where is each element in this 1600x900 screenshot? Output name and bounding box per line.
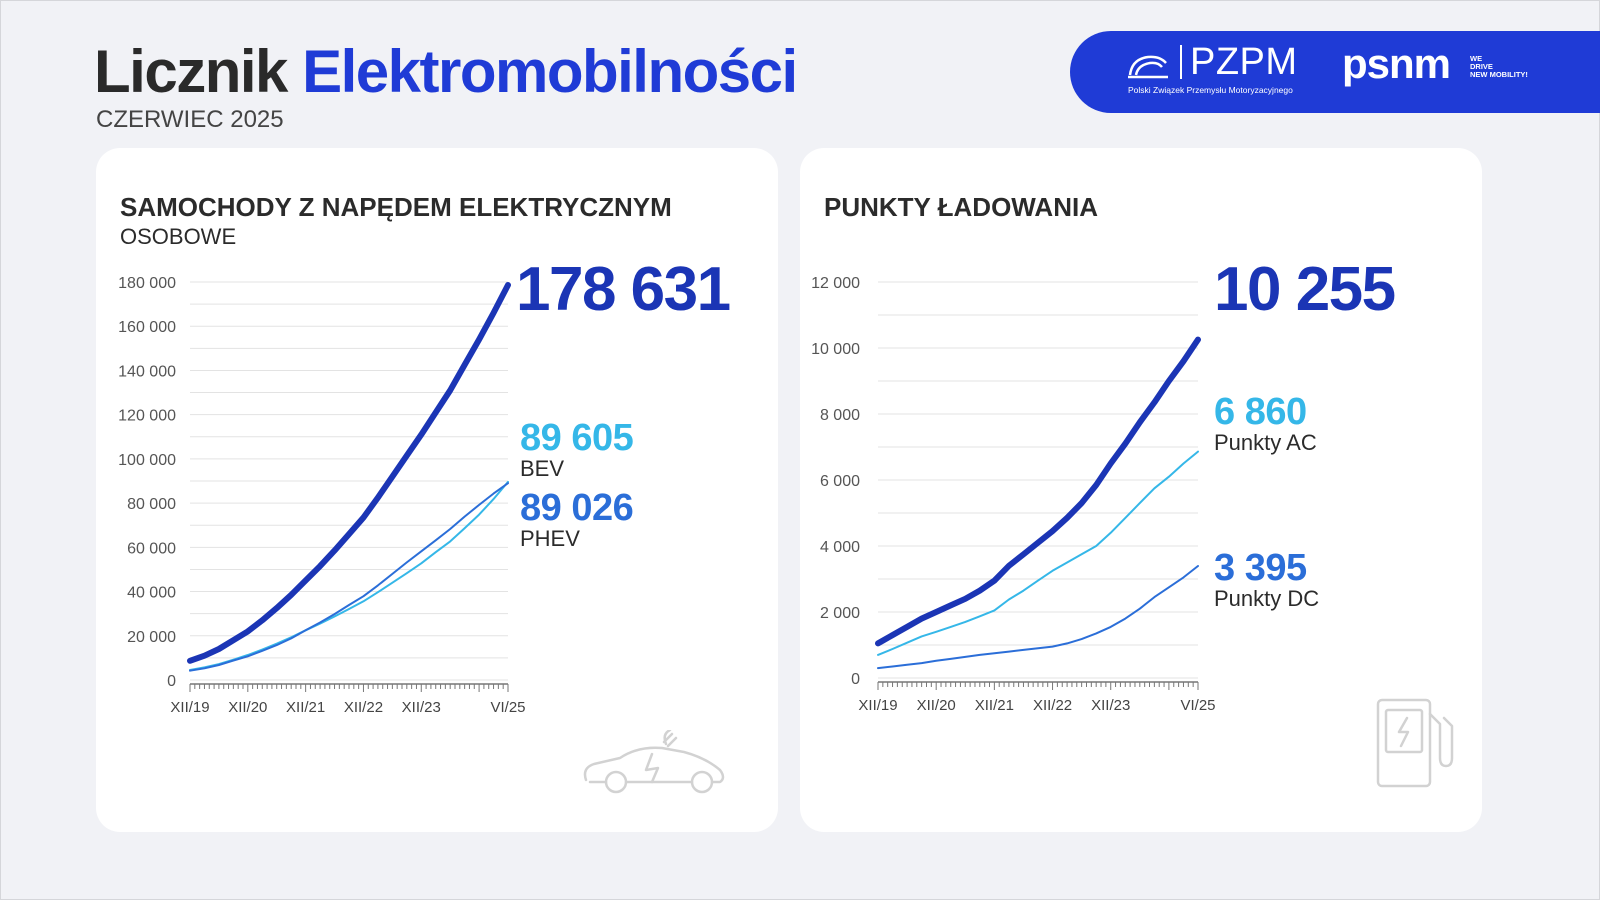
series-line-bev [189, 480, 509, 671]
y-tick-label: 80 000 [127, 496, 176, 513]
series-caption-dc: Punkty DC [1214, 586, 1319, 611]
title-part-2: Elektromobilności [302, 38, 798, 105]
ev-cars-chart-title: SAMOCHODY Z NAPĘDEM ELEKTRYCZNYM [120, 192, 672, 222]
x-tick-label: VI/25 [490, 699, 525, 716]
page-subtitle: CZERWIEC 2025 [96, 106, 284, 133]
y-tick-label: 2 000 [820, 605, 860, 622]
y-tick-label: 180 000 [118, 275, 176, 292]
y-tick-label: 6 000 [820, 473, 860, 490]
series-line-dc [877, 565, 1199, 670]
x-tick-label: XII/19 [858, 697, 897, 714]
x-tick-label: XII/21 [975, 697, 1014, 714]
y-tick-label: 60 000 [127, 540, 176, 557]
x-tick-label: XII/21 [286, 699, 325, 716]
value-label-bev: 89 605 [520, 417, 634, 459]
psnm-tagline-line-2: DRIVE [1470, 62, 1493, 71]
charging-points-chart: 0 2 000 4 000 6 000 8 000 10 000 12 000 XII/19 X… [811, 255, 1396, 714]
series-caption-bev: BEV [520, 456, 564, 481]
x-tick-label: XII/23 [1091, 697, 1130, 714]
charging-chart-title: PUNKTY ŁADOWANIA [824, 192, 1098, 222]
psnm-logo: psnm [1342, 40, 1451, 87]
value-label-phev: 89 026 [520, 487, 633, 529]
psnm-tagline: WE DRIVE NEW MOBILITY! [1470, 55, 1560, 79]
x-tick-label: XII/20 [228, 699, 267, 716]
x-tick-label: XII/22 [344, 699, 383, 716]
value-label-ac: 6 860 [1214, 391, 1307, 433]
series-line-phev [189, 482, 509, 672]
y-tick-label: 120 000 [118, 408, 176, 425]
title-part-1: Licznik [94, 38, 288, 105]
pzpm-logo: PZPM [1190, 41, 1298, 83]
series-caption-ac: Punkty AC [1214, 430, 1317, 455]
value-label-dc: 3 395 [1214, 547, 1307, 589]
logo-separator [1180, 45, 1182, 79]
pzpm-logo-subtitle: Polski Związek Przemysłu Motoryzacyjnego [1128, 85, 1293, 95]
y-tick-label: 0 [167, 673, 176, 690]
series-line-total [875, 336, 1201, 647]
series-line-ac [877, 450, 1199, 656]
y-tick-label: 40 000 [127, 585, 176, 602]
pzpm-logo-icon [1128, 55, 1168, 79]
ev-cars-chart-subtitle: OSOBOWE [120, 224, 237, 249]
x-tick-label: XII/19 [170, 699, 209, 716]
x-tick-label: XII/23 [402, 699, 441, 716]
y-tick-label: 4 000 [820, 539, 860, 556]
ev-cars-chart: 0 20 000 40 000 60 000 80 000 100 000 120 000 1… [118, 255, 731, 716]
charging-station-icon [1376, 698, 1454, 788]
x-tick-label: XII/20 [917, 697, 956, 714]
y-tick-label: 0 [851, 671, 860, 688]
ev-cars-card: SAMOCHODY Z NAPĘDEM ELEKTRYCZNYM OSOBOWE… [96, 148, 778, 832]
y-tick-label: 20 000 [127, 629, 176, 646]
y-tick-label: 10 000 [811, 341, 860, 358]
psnm-tagline-line-1: WE [1470, 54, 1483, 63]
series-caption-phev: PHEV [520, 526, 580, 551]
page-title: Licznik Elektromobilności [94, 38, 798, 105]
y-tick-label: 8 000 [820, 407, 860, 424]
x-tick-label: VI/25 [1180, 697, 1215, 714]
electric-car-icon [583, 730, 725, 794]
y-tick-label: 160 000 [118, 319, 176, 336]
value-label-total: 10 255 [1214, 255, 1395, 324]
x-tick-label: XII/22 [1033, 697, 1072, 714]
partner-logo-bar: PZPM Polski Związek Przemysłu Motoryzacy… [1070, 31, 1600, 113]
y-tick-label: 100 000 [118, 452, 176, 469]
series-line-total [187, 282, 511, 664]
charging-points-card: PUNKTY ŁADOWANIA 0 2 000 4 000 6 000 8 000 10… [800, 148, 1482, 832]
y-tick-label: 12 000 [811, 275, 860, 292]
psnm-tagline-line-3: NEW MOBILITY! [1470, 70, 1528, 79]
y-tick-label: 140 000 [118, 363, 176, 380]
value-label-total: 178 631 [516, 255, 730, 324]
